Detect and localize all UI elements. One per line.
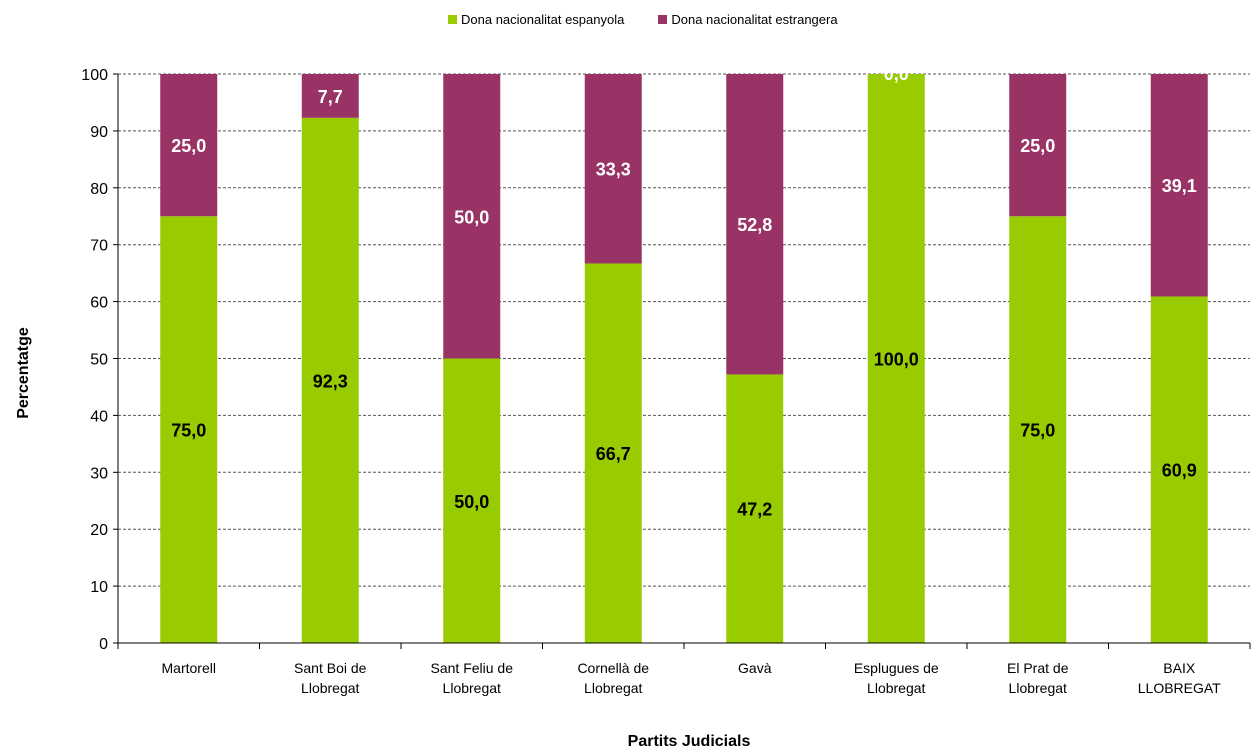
x-category-label-3: Cornellà de Llobregat: [577, 660, 649, 696]
data-label-spanish-5: 100,0: [874, 350, 919, 370]
y-tick-label-80: 80: [90, 181, 108, 198]
y-tick-label-60: 60: [90, 295, 108, 312]
legend-swatch-foreign: [658, 15, 668, 24]
legend: Dona nacionalitat espanyola Dona naciona…: [448, 12, 838, 27]
bar-segment-spanish-7: [1150, 296, 1208, 643]
legend-item-spanish: Dona nacionalitat espanyola: [448, 12, 624, 27]
gridlines: [118, 73, 1250, 587]
y-tick-label-20: 20: [90, 522, 108, 539]
bar-segment-spanish-1: [301, 117, 359, 644]
bar-segment-spanish-4: [726, 374, 784, 643]
bar-segment-foreign-1: [301, 74, 359, 118]
data-label-foreign-5: 0,0: [884, 64, 909, 84]
data-label-foreign-7: 39,1: [1162, 176, 1197, 196]
y-tick-label-40: 40: [90, 408, 108, 425]
y-tick-label-30: 30: [90, 465, 108, 482]
y-tick-label-50: 50: [90, 352, 108, 369]
legend-swatch-spanish: [448, 15, 457, 24]
x-category-label-5: Esplugues de Llobregat: [854, 660, 939, 696]
axes: 0 10 20 30 40 50 60 70 80 90 100 Martorell Sant Boi …: [81, 67, 1251, 696]
data-label-foreign-4: 52,8: [737, 215, 772, 235]
bar-segment-spanish-2: [443, 358, 501, 643]
x-category-label-1: Sant Boi de Llobregat: [294, 660, 367, 696]
y-tick-label-90: 90: [90, 124, 108, 141]
bar-segment-foreign-6: [1009, 74, 1067, 217]
data-label-foreign-0: 25,0: [171, 136, 206, 156]
x-category-label-2: Sant Feliu de Llobregat: [431, 660, 514, 696]
bar-segment-spanish-3: [584, 263, 642, 643]
data-label-spanish-4: 47,2: [737, 500, 772, 520]
data-label-foreign-6: 25,0: [1020, 136, 1055, 156]
y-tick-label-100: 100: [81, 67, 108, 84]
x-axis-title: Partits Judicials: [628, 733, 751, 749]
x-category-label-4: Gavà: [738, 660, 772, 676]
data-label-spanish-0: 75,0: [171, 421, 206, 441]
bar-segment-spanish-5: [867, 74, 925, 643]
data-label-spanish-1: 92,3: [313, 371, 348, 391]
x-category-label-0: Martorell: [162, 660, 216, 676]
y-axis-title: Percentatge: [15, 327, 32, 419]
bar-segment-spanish-6: [1009, 216, 1067, 643]
bar-segment-foreign-4: [726, 74, 784, 375]
bar-segment-spanish-0: [160, 216, 218, 643]
bars: [160, 74, 1208, 644]
data-label-spanish-2: 50,0: [454, 492, 489, 512]
bar-segment-foreign-2: [443, 74, 501, 359]
bar-segment-foreign-7: [1150, 74, 1208, 297]
bar-segment-foreign-3: [584, 74, 642, 264]
bar-segment-foreign-0: [160, 74, 218, 217]
legend-label-foreign: Dona nacionalitat estrangera: [671, 12, 838, 27]
x-category-label-7: BAIX LLOBREGAT: [1138, 660, 1221, 696]
legend-label-spanish: Dona nacionalitat espanyola: [461, 12, 625, 27]
y-tick-label-70: 70: [90, 238, 108, 255]
y-tick-label-0: 0: [99, 636, 108, 653]
data-label-foreign-1: 7,7: [318, 87, 343, 107]
data-label-foreign-3: 33,3: [596, 160, 631, 180]
data-label-spanish-7: 60,9: [1162, 461, 1197, 481]
legend-item-foreign: Dona nacionalitat estrangera: [658, 12, 838, 27]
data-label-spanish-3: 66,7: [596, 444, 631, 464]
data-label-spanish-6: 75,0: [1020, 421, 1055, 441]
y-tick-label-10: 10: [90, 579, 108, 596]
labels: 75,0 25,0 92,3 7,7 50,0 50,0 66,7 33,3 47,2 52,8 1…: [171, 64, 1197, 520]
x-category-label-6: El Prat de Llobregat: [1007, 660, 1069, 696]
data-label-foreign-2: 50,0: [454, 207, 489, 227]
